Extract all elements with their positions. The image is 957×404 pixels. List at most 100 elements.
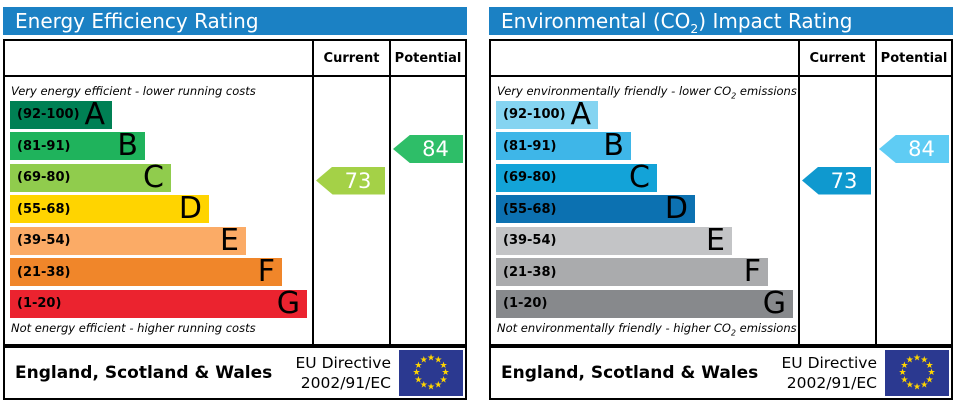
rating-band-bar: (92-100) A — [10, 96, 112, 132]
rating-band-bar: (92-100) A — [496, 96, 598, 132]
environmental-panel-footer: England, Scotland & Wales EU Directive 2… — [489, 346, 953, 400]
column-header-row: Current Potential — [5, 41, 465, 77]
svg-text:★: ★ — [927, 368, 935, 378]
bottom-note: Not environmentally friendly - higher CO… — [497, 320, 797, 337]
environmental-chart-area: Very environmentally friendly - lower CO… — [491, 79, 951, 344]
rating-band-bar: (21-38) F — [496, 254, 768, 289]
band-letter: F — [257, 254, 275, 289]
rating-bands: (92-100) A (81-91) B (69-80) C (55-68) D… — [496, 96, 793, 322]
column-divider — [389, 41, 391, 344]
potential-rating-arrow: 84 — [879, 135, 949, 163]
band-letter: G — [276, 285, 300, 321]
potential-rating-value: 84 — [422, 137, 449, 161]
band-range-label: (55-68) — [503, 201, 557, 217]
energy-chart-box: Current Potential Very energy efficient … — [3, 39, 467, 346]
energy-chart-area: Very energy efficient - lower running co… — [5, 79, 465, 344]
current-rating-arrow: 73 — [802, 166, 871, 195]
svg-text:★: ★ — [926, 375, 934, 385]
band-range-label: (39-54) — [503, 233, 557, 248]
environmental-impact-panel: Environmental (CO2) Impact Rating Curren… — [489, 7, 953, 400]
eu-flag-icon: ★ ★★★★★★★★★★★ — [399, 350, 463, 396]
rating-band-bar: (21-38) F — [10, 254, 282, 289]
svg-text:★: ★ — [414, 361, 422, 371]
rating-band-bar: (69-80) C — [10, 159, 171, 195]
svg-text:★: ★ — [414, 375, 422, 385]
region-label: England, Scotland & Wales — [15, 363, 273, 383]
energy-panel-title: Energy Efficiency Rating — [3, 7, 467, 35]
band-range-label: (69-80) — [17, 170, 71, 185]
band-letter: D — [664, 191, 688, 226]
band-letter: C — [629, 159, 650, 195]
current-column-header: Current — [323, 51, 380, 66]
column-divider — [875, 41, 877, 344]
svg-text:★: ★ — [920, 381, 928, 391]
svg-text:★: ★ — [441, 368, 449, 378]
svg-text:★: ★ — [420, 381, 428, 391]
rating-band-bar: (39-54) E — [10, 222, 246, 258]
energy-panel-footer: England, Scotland & Wales EU Directive 2… — [3, 346, 467, 400]
svg-text:★: ★ — [898, 368, 906, 378]
potential-column-header: Potential — [394, 51, 462, 66]
svg-text:★: ★ — [900, 361, 908, 371]
bottom-note: Not energy efficient - higher running co… — [11, 320, 256, 335]
rating-band-bar: (1-20) G — [496, 288, 793, 318]
band-range-label: (21-38) — [503, 264, 557, 280]
eu-directive-label: EU Directive 2002/91/EC — [295, 353, 392, 392]
svg-text:★: ★ — [900, 375, 908, 385]
region-label: England, Scotland & Wales — [501, 363, 759, 383]
band-range-label: (55-68) — [17, 201, 71, 217]
title-subscript: 2 — [690, 21, 699, 35]
band-range-label: (1-20) — [17, 296, 62, 311]
svg-text:★: ★ — [913, 354, 921, 364]
rating-band-bar: (39-54) E — [496, 225, 732, 255]
svg-text:★: ★ — [920, 355, 928, 365]
band-letter: C — [143, 159, 164, 195]
band-range-label: (69-80) — [503, 170, 557, 185]
svg-text:★: ★ — [427, 354, 435, 364]
rating-band-bar: (1-20) G — [10, 285, 307, 321]
band-letter: A — [84, 96, 105, 132]
environmental-panel-title: Environmental (CO2) Impact Rating — [489, 7, 953, 35]
rating-band-bar: (55-68) D — [10, 191, 209, 226]
eu-directive-label: EU Directive 2002/91/EC — [781, 353, 878, 392]
svg-text:★: ★ — [906, 355, 914, 365]
rating-bands: (92-100) A (81-91) B (69-80) C (55-68) D… — [10, 96, 307, 322]
column-divider — [798, 41, 800, 344]
title-text-post: ) Impact Rating — [698, 9, 853, 33]
rating-band-bar: (69-80) C — [496, 159, 657, 195]
band-range-label: (81-91) — [17, 138, 71, 154]
energy-efficiency-panel: Energy Efficiency Rating Current Potenti… — [3, 7, 467, 400]
svg-text:★: ★ — [427, 383, 435, 393]
potential-rating-value: 84 — [908, 137, 935, 161]
rating-band-bar: (81-91) B — [496, 131, 631, 161]
band-letter: D — [178, 191, 202, 226]
eu-flag-icon: ★ ★★★★★★★★★★★ — [885, 350, 949, 396]
potential-rating-arrow: 84 — [393, 135, 463, 163]
svg-text:★: ★ — [412, 368, 420, 378]
band-range-label: (92-100) — [503, 107, 566, 122]
band-letter: A — [570, 96, 591, 132]
svg-text:★: ★ — [440, 375, 448, 385]
band-letter: F — [743, 254, 761, 289]
band-range-label: (21-38) — [17, 264, 71, 280]
column-divider — [312, 41, 314, 344]
svg-text:★: ★ — [420, 355, 428, 365]
current-rating-value: 73 — [830, 168, 858, 193]
band-range-label: (92-100) — [17, 107, 80, 122]
band-letter: E — [220, 222, 239, 258]
svg-text:★: ★ — [913, 383, 921, 393]
title-text: Environmental (CO — [501, 9, 691, 33]
svg-text:★: ★ — [434, 355, 442, 365]
svg-text:★: ★ — [926, 361, 934, 371]
potential-column-header: Potential — [880, 51, 948, 66]
rating-band-bar: (55-68) D — [496, 191, 695, 226]
svg-text:★: ★ — [906, 381, 914, 391]
svg-text:★: ★ — [434, 381, 442, 391]
rating-band-bar: (81-91) B — [10, 131, 145, 161]
current-column-header: Current — [809, 51, 866, 66]
band-range-label: (81-91) — [503, 138, 557, 154]
environmental-chart-box: Current Potential Very environmentally f… — [489, 39, 953, 346]
band-range-label: (1-20) — [503, 296, 548, 311]
column-header-row: Current Potential — [491, 41, 951, 77]
